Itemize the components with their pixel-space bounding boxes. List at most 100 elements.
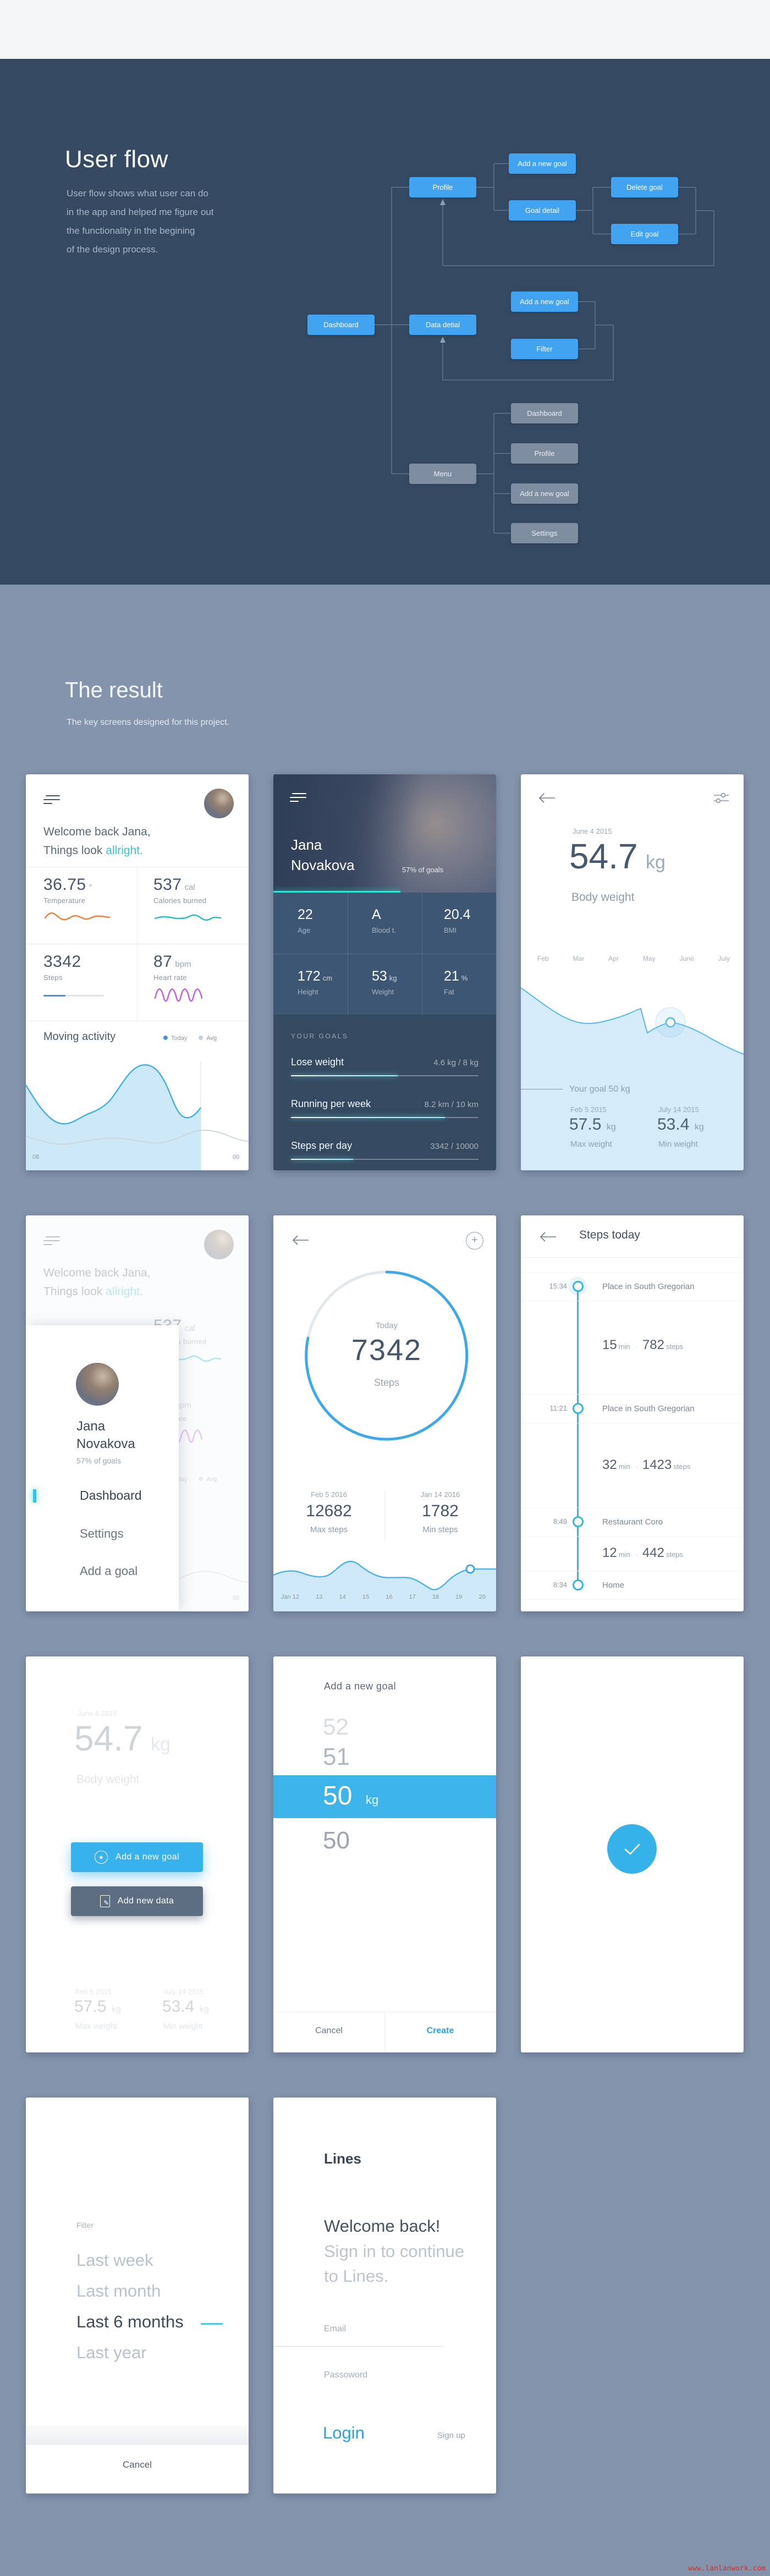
result-title: The result	[65, 678, 163, 702]
min-weight-date: July 14 2015	[658, 1105, 699, 1114]
weight-date: June 4 2015	[573, 827, 612, 835]
screen-confirmation	[521, 1656, 744, 2052]
add-icon[interactable]: +	[466, 1232, 483, 1250]
min-weight-label: Min weight	[658, 1140, 698, 1149]
highlight-point	[665, 1017, 676, 1028]
flow-node-add-goal-2: Add a new goal	[511, 291, 578, 312]
timeline-time: 8:49	[553, 1517, 567, 1526]
weight-label: Body weight	[571, 891, 635, 904]
stat-temperature: 36.75 ° Temperature	[43, 876, 112, 928]
months-axis: Feb Mar Apr May June July	[537, 955, 730, 962]
stat-steps: 3342 Steps	[43, 953, 104, 997]
picker-option[interactable]: 52	[323, 1714, 349, 1740]
screen-dashboard: Welcome back Jana, Things look allright.…	[26, 774, 249, 1170]
flow-node-menu-dashboard: Dashboard	[511, 403, 578, 423]
filter-option-last-month[interactable]: Last month	[76, 2281, 161, 2300]
filter-option-last-6-months[interactable]: Last 6 months	[76, 2312, 184, 2331]
timeline-line	[577, 1286, 579, 1585]
goal-progress	[291, 1075, 398, 1076]
goal-progress	[291, 1117, 445, 1118]
userflow-description: User flow shows what user can do in the …	[67, 188, 214, 255]
add-new-goal-button[interactable]: ★ Add a new goal	[71, 1842, 203, 1872]
goal-value: 4.6 kg / 8 kg	[433, 1058, 479, 1067]
flow-node-dashboard: Dashboard	[307, 315, 375, 335]
weight-value: 54.7 kg	[569, 836, 666, 876]
back-arrow-icon[interactable]	[538, 793, 556, 803]
activity-x-end: 00	[233, 1154, 240, 1160]
max-weight-label: Max weight	[570, 1140, 612, 1149]
filter-sliders-icon[interactable]	[713, 792, 729, 804]
steps-x-axis: Jan 12 13 14 15 16 17 18 19 20	[281, 1594, 486, 1600]
menu-icon[interactable]	[43, 795, 60, 807]
create-button[interactable]: Create	[426, 2026, 454, 2035]
login-subtitle: Sign in to continue to Lines.	[324, 2242, 465, 2286]
screen-steps-today: Steps today 15:34 Place in South Gregori…	[521, 1215, 744, 1611]
picker-option[interactable]: 50	[323, 1827, 350, 1854]
timeline-time: 8:34	[553, 1581, 567, 1589]
steps-today-label: Today	[375, 1321, 398, 1330]
steps-progress-ring	[305, 1270, 469, 1441]
screen-login: Lines Welcome back! Sign in to continue …	[273, 2098, 496, 2494]
checkmark-icon	[624, 1843, 640, 1855]
stat-fat: 21% Fat	[444, 968, 468, 996]
back-arrow-icon[interactable]	[540, 1232, 557, 1242]
menu-item-dashboard[interactable]: Dashboard	[80, 1488, 142, 1502]
steps-progress-track	[43, 995, 104, 997]
cancel-button[interactable]: Cancel	[123, 2459, 152, 2470]
steps-today-title: Steps today	[579, 1229, 640, 1241]
timeline-detail: 12 min · 442 steps	[602, 1545, 684, 1560]
filter-option-last-week[interactable]: Last week	[76, 2250, 153, 2270]
side-menu-panel: Jana Novakova 57% of goals Dashboard Set…	[26, 1325, 179, 1611]
legend-today-dot	[163, 1036, 168, 1040]
activity-x-start: 08	[32, 1154, 40, 1160]
screen-body-weight: June 4 2015 54.7 kg Body weight Feb Mar Ap…	[521, 774, 744, 1170]
app-logo: Lines	[324, 2150, 361, 2167]
avatar[interactable]	[204, 789, 234, 818]
screen-weight-actions: June 4 2015 54.7 kg Body weight Feb 5 20…	[26, 1656, 249, 2052]
menu-icon	[43, 1236, 60, 1248]
heart-rate-wave-chart	[154, 988, 203, 1002]
picker-option[interactable]: 51	[323, 1743, 350, 1770]
goal-value: 8.2 km / 10 km	[424, 1100, 479, 1109]
menu-profile-name: Jana Novakova	[76, 1419, 135, 1451]
login-headline: Welcome back!	[324, 2216, 441, 2236]
menu-item-settings[interactable]: Settings	[80, 1527, 124, 1540]
timeline-node	[573, 1281, 584, 1292]
goal-label: Lose weight	[291, 1056, 344, 1067]
bottom-shadow-band	[26, 2425, 249, 2444]
timeline-place: Home	[602, 1581, 625, 1590]
signup-link[interactable]: Sign up	[437, 2431, 465, 2440]
goal-label: Running per week	[291, 1098, 371, 1109]
flow-node-menu: Menu	[409, 464, 476, 484]
menu-icon[interactable]	[290, 793, 306, 805]
steps-progress-fill	[43, 995, 65, 997]
timeline-time: 15:34	[549, 1282, 567, 1290]
activity-title: Moving activity	[43, 1031, 116, 1043]
cancel-button[interactable]: Cancel	[315, 2026, 343, 2035]
timeline-node	[573, 1516, 584, 1527]
flow-node-menu-settings: Settings	[511, 523, 578, 543]
password-field[interactable]: Passoword	[324, 2370, 368, 2380]
add-new-data-button[interactable]: ✎ Add new data	[71, 1886, 203, 1916]
current-day-point	[465, 1564, 475, 1574]
flow-node-menu-add-goal: Add a new goal	[511, 483, 578, 504]
menu-item-add-goal[interactable]: Add a goal	[80, 1564, 138, 1578]
steps-label: Steps	[373, 1377, 400, 1388]
stat-age: 22 Age	[298, 907, 313, 934]
login-button[interactable]: Login	[323, 2423, 365, 2442]
picker-selected-row[interactable]: 50 kg	[273, 1775, 496, 1818]
timeline-node	[573, 1579, 584, 1590]
goal-label: Steps per day	[291, 1140, 353, 1151]
screen-steps: + Today 7342 Steps Feb 5 2016 12682 Max …	[273, 1215, 496, 1611]
stat-weight: 53 kg Weight	[372, 968, 397, 996]
back-arrow-icon[interactable]	[292, 1235, 310, 1245]
goal-value: 3342 / 10000	[430, 1142, 479, 1151]
goals-progress-underline	[273, 891, 400, 893]
userflow-title: User flow	[65, 146, 168, 173]
email-field[interactable]: Email	[324, 2324, 346, 2333]
filter-option-last-year[interactable]: Last year	[76, 2343, 147, 2362]
moving-activity-chart	[26, 1061, 249, 1170]
max-weight-date: Feb 5 2015	[570, 1105, 607, 1114]
filter-label: Filter	[76, 2221, 94, 2230]
